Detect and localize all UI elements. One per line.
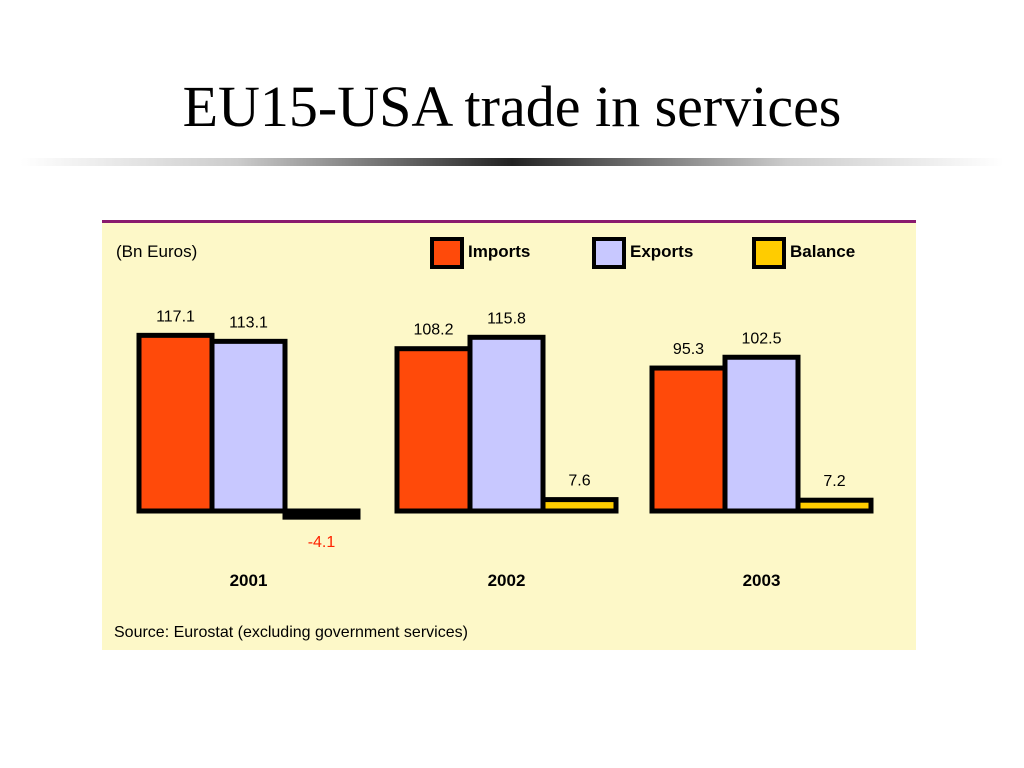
bars-group: 117.1 113.1 -4.1 2001 108.2 115.8 7.6 2002 95.3 1… xyxy=(136,308,874,590)
category-label-2003: 2003 xyxy=(743,571,781,590)
value-label-balance-2002: 7.6 xyxy=(568,473,590,490)
bar-balance-2003 xyxy=(795,497,874,514)
bar-balance-2001 xyxy=(282,508,361,520)
legend-swatch-imports xyxy=(430,237,464,269)
slide-title: EU15-USA trade in services xyxy=(182,74,842,139)
chart-panel: (Bn Euros) Imports Exports Balance 117.1 11… xyxy=(102,220,916,650)
value-label-exports-2002: 115.8 xyxy=(487,310,526,327)
legend-swatch-exports xyxy=(592,237,626,269)
bar-exports-2003 xyxy=(722,354,801,514)
source-note: Source: Eurostat (excluding government s… xyxy=(114,624,468,641)
trade-chart: (Bn Euros) Imports Exports Balance 117.1 11… xyxy=(114,237,874,641)
bar-imports-2001 xyxy=(136,332,215,514)
legend: Imports Exports Balance xyxy=(430,237,855,269)
legend-label-exports: Exports xyxy=(630,242,693,261)
value-label-exports-2003: 102.5 xyxy=(741,330,781,347)
value-label-balance-2003: 7.2 xyxy=(823,473,845,490)
unit-label: (Bn Euros) xyxy=(116,242,197,261)
value-label-imports-2003: 95.3 xyxy=(673,341,704,358)
legend-swatch-balance xyxy=(752,237,786,269)
value-label-balance-2001: -4.1 xyxy=(308,534,336,551)
value-label-imports-2002: 108.2 xyxy=(413,322,453,339)
title-divider xyxy=(20,158,1004,166)
value-label-imports-2001: 117.1 xyxy=(156,308,195,325)
bar-exports-2002 xyxy=(467,334,546,514)
bar-exports-2001 xyxy=(209,338,288,514)
bar-balance-2002 xyxy=(540,497,619,514)
bar-imports-2002 xyxy=(394,346,473,514)
legend-label-balance: Balance xyxy=(790,242,855,261)
value-label-exports-2001: 113.1 xyxy=(229,314,268,331)
bar-imports-2003 xyxy=(649,365,728,514)
category-label-2002: 2002 xyxy=(488,571,526,590)
legend-label-imports: Imports xyxy=(468,242,530,261)
category-label-2001: 2001 xyxy=(230,571,268,590)
